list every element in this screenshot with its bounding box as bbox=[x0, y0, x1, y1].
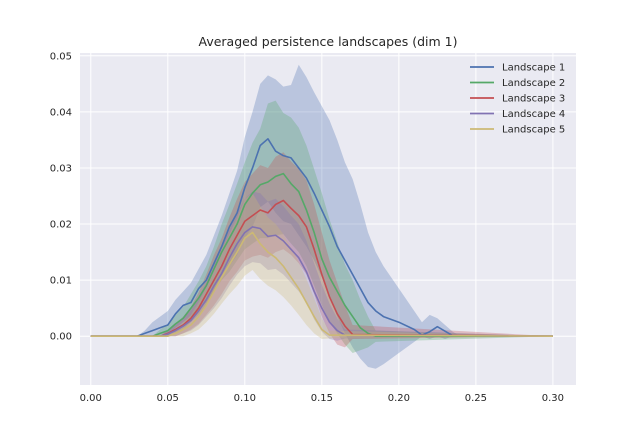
legend-label-4: Landscape 4 bbox=[502, 109, 565, 120]
x-tick-label: 0.25 bbox=[465, 393, 487, 404]
series-line-5 bbox=[90, 231, 553, 338]
y-tick-label: 0.02 bbox=[50, 220, 72, 231]
x-tick-label: 0.15 bbox=[311, 393, 333, 404]
legend-label-3: Landscape 3 bbox=[502, 94, 565, 105]
legend-label-2: Landscape 2 bbox=[502, 78, 565, 89]
series-line-1 bbox=[90, 138, 553, 338]
y-tick-label: 0.01 bbox=[50, 276, 72, 287]
x-tick-label: 0.10 bbox=[234, 393, 256, 404]
y-tick-label: 0.03 bbox=[50, 163, 72, 174]
y-tick-label: 0.05 bbox=[50, 51, 72, 62]
x-tick-label: 0.20 bbox=[388, 393, 410, 404]
chart-title: Averaged persistence landscapes (dim 1) bbox=[199, 34, 458, 49]
series-line-2 bbox=[90, 172, 553, 338]
series-line-3 bbox=[90, 199, 553, 338]
band-5 bbox=[90, 193, 553, 340]
x-tick-label: 0.05 bbox=[157, 393, 179, 404]
band-2 bbox=[90, 100, 553, 354]
axis-ticks: 0.00 0.05 0.10 0.15 0.20 0.25 0.30 0.00 0.01 0.02… bbox=[50, 51, 564, 404]
legend: Landscape 1 Landscape 2 Landscape 3 Landsca… bbox=[470, 63, 565, 136]
legend-label-1: Landscape 1 bbox=[502, 63, 565, 74]
x-tick-label: 0.00 bbox=[80, 393, 102, 404]
band-4 bbox=[90, 191, 553, 341]
series-line-4 bbox=[90, 226, 553, 338]
x-tick-label: 0.30 bbox=[542, 393, 564, 404]
legend-label-5: Landscape 5 bbox=[502, 125, 565, 136]
y-tick-label: 0.04 bbox=[50, 107, 72, 118]
y-tick-label: 0.00 bbox=[50, 332, 72, 343]
plot-area-background bbox=[80, 53, 576, 385]
series-lines bbox=[90, 138, 553, 338]
